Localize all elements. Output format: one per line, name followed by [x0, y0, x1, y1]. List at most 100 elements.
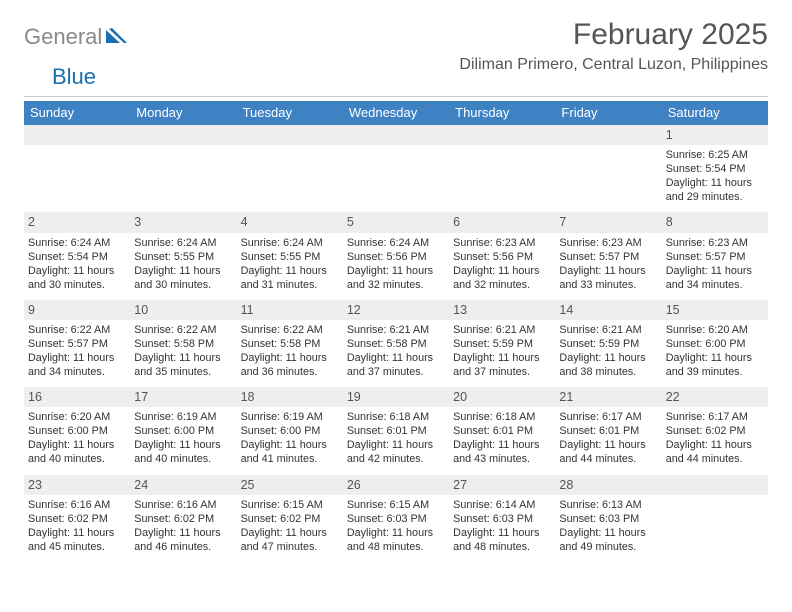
calendar-day: 18Sunrise: 6:19 AMSunset: 6:00 PMDayligh…: [237, 387, 343, 474]
daylight-text: Daylight: 11 hours and 40 minutes.: [134, 438, 232, 466]
daylight-text: Daylight: 11 hours and 47 minutes.: [241, 526, 339, 554]
sunrise-text: Sunrise: 6:23 AM: [559, 236, 657, 250]
sunrise-text: Sunrise: 6:14 AM: [453, 498, 551, 512]
sunset-text: Sunset: 6:02 PM: [666, 424, 764, 438]
sunrise-text: Sunrise: 6:19 AM: [241, 410, 339, 424]
sunrise-text: Sunrise: 6:13 AM: [559, 498, 657, 512]
title-block: February 2025 Diliman Primero, Central L…: [459, 18, 768, 74]
sunset-text: Sunset: 5:58 PM: [241, 337, 339, 351]
daylight-text: Daylight: 11 hours and 35 minutes.: [134, 351, 232, 379]
logo-text-gray: General: [24, 24, 102, 50]
sunset-text: Sunset: 6:01 PM: [347, 424, 445, 438]
day-number: [555, 125, 661, 145]
day-number: 18: [237, 387, 343, 407]
daylight-text: Daylight: 11 hours and 34 minutes.: [666, 264, 764, 292]
calendar-day: 26Sunrise: 6:15 AMSunset: 6:03 PMDayligh…: [343, 475, 449, 562]
calendar-day: 6Sunrise: 6:23 AMSunset: 5:56 PMDaylight…: [449, 212, 555, 299]
sunset-text: Sunset: 6:03 PM: [559, 512, 657, 526]
sunset-text: Sunset: 5:57 PM: [28, 337, 126, 351]
daylight-text: Daylight: 11 hours and 49 minutes.: [559, 526, 657, 554]
logo: General: [24, 18, 130, 50]
calendar-day: 16Sunrise: 6:20 AMSunset: 6:00 PMDayligh…: [24, 387, 130, 474]
day-number: 25: [237, 475, 343, 495]
day-number: [24, 125, 130, 145]
day-number: 22: [662, 387, 768, 407]
calendar-day: 8Sunrise: 6:23 AMSunset: 5:57 PMDaylight…: [662, 212, 768, 299]
daylight-text: Daylight: 11 hours and 36 minutes.: [241, 351, 339, 379]
day-number: 4: [237, 212, 343, 232]
daylight-text: Daylight: 11 hours and 33 minutes.: [559, 264, 657, 292]
day-number: 10: [130, 300, 236, 320]
calendar-day: 11Sunrise: 6:22 AMSunset: 5:58 PMDayligh…: [237, 300, 343, 387]
calendar-day: 2Sunrise: 6:24 AMSunset: 5:54 PMDaylight…: [24, 212, 130, 299]
calendar-day: 5Sunrise: 6:24 AMSunset: 5:56 PMDaylight…: [343, 212, 449, 299]
day-number: 5: [343, 212, 449, 232]
location-subtitle: Diliman Primero, Central Luzon, Philippi…: [459, 56, 768, 74]
sunset-text: Sunset: 5:59 PM: [559, 337, 657, 351]
calendar-day-empty: [555, 125, 661, 212]
daylight-text: Daylight: 11 hours and 32 minutes.: [453, 264, 551, 292]
sunrise-text: Sunrise: 6:21 AM: [559, 323, 657, 337]
calendar-day: 22Sunrise: 6:17 AMSunset: 6:02 PMDayligh…: [662, 387, 768, 474]
calendar-day: 7Sunrise: 6:23 AMSunset: 5:57 PMDaylight…: [555, 212, 661, 299]
sunrise-text: Sunrise: 6:22 AM: [241, 323, 339, 337]
sunrise-text: Sunrise: 6:23 AM: [666, 236, 764, 250]
calendar-week: 23Sunrise: 6:16 AMSunset: 6:02 PMDayligh…: [24, 475, 768, 562]
daylight-text: Daylight: 11 hours and 44 minutes.: [666, 438, 764, 466]
sunset-text: Sunset: 5:59 PM: [453, 337, 551, 351]
day-number: 12: [343, 300, 449, 320]
weekday-header: Friday: [555, 101, 661, 125]
page-title: February 2025: [459, 18, 768, 52]
day-number: 2: [24, 212, 130, 232]
calendar-day: 20Sunrise: 6:18 AMSunset: 6:01 PMDayligh…: [449, 387, 555, 474]
sunrise-text: Sunrise: 6:15 AM: [347, 498, 445, 512]
daylight-text: Daylight: 11 hours and 31 minutes.: [241, 264, 339, 292]
sunset-text: Sunset: 6:02 PM: [134, 512, 232, 526]
calendar-day-empty: [24, 125, 130, 212]
sunrise-text: Sunrise: 6:20 AM: [28, 410, 126, 424]
day-number: 17: [130, 387, 236, 407]
sunrise-text: Sunrise: 6:24 AM: [347, 236, 445, 250]
day-number: 13: [449, 300, 555, 320]
daylight-text: Daylight: 11 hours and 37 minutes.: [453, 351, 551, 379]
sunset-text: Sunset: 5:55 PM: [134, 250, 232, 264]
calendar-day-empty: [662, 475, 768, 562]
daylight-text: Daylight: 11 hours and 42 minutes.: [347, 438, 445, 466]
calendar-day: 27Sunrise: 6:14 AMSunset: 6:03 PMDayligh…: [449, 475, 555, 562]
calendar-day: 28Sunrise: 6:13 AMSunset: 6:03 PMDayligh…: [555, 475, 661, 562]
calendar-day: 10Sunrise: 6:22 AMSunset: 5:58 PMDayligh…: [130, 300, 236, 387]
sunset-text: Sunset: 6:01 PM: [453, 424, 551, 438]
day-number: [237, 125, 343, 145]
day-number: 9: [24, 300, 130, 320]
day-number: 16: [24, 387, 130, 407]
sunrise-text: Sunrise: 6:16 AM: [28, 498, 126, 512]
sunrise-text: Sunrise: 6:15 AM: [241, 498, 339, 512]
calendar-day-empty: [343, 125, 449, 212]
calendar-day: 12Sunrise: 6:21 AMSunset: 5:58 PMDayligh…: [343, 300, 449, 387]
logo-triangle-icon: [106, 27, 128, 48]
daylight-text: Daylight: 11 hours and 44 minutes.: [559, 438, 657, 466]
calendar-week: 16Sunrise: 6:20 AMSunset: 6:00 PMDayligh…: [24, 387, 768, 474]
sunrise-text: Sunrise: 6:21 AM: [347, 323, 445, 337]
daylight-text: Daylight: 11 hours and 40 minutes.: [28, 438, 126, 466]
day-number: [662, 475, 768, 495]
daylight-text: Daylight: 11 hours and 29 minutes.: [666, 176, 764, 204]
sunset-text: Sunset: 6:03 PM: [347, 512, 445, 526]
calendar-day: 4Sunrise: 6:24 AMSunset: 5:55 PMDaylight…: [237, 212, 343, 299]
day-number: 20: [449, 387, 555, 407]
sunrise-text: Sunrise: 6:19 AM: [134, 410, 232, 424]
sunrise-text: Sunrise: 6:23 AM: [453, 236, 551, 250]
day-number: 19: [343, 387, 449, 407]
sunset-text: Sunset: 5:58 PM: [134, 337, 232, 351]
calendar-day: 23Sunrise: 6:16 AMSunset: 6:02 PMDayligh…: [24, 475, 130, 562]
sunset-text: Sunset: 5:57 PM: [666, 250, 764, 264]
sunrise-text: Sunrise: 6:16 AM: [134, 498, 232, 512]
day-number: [343, 125, 449, 145]
weekday-header: Wednesday: [343, 101, 449, 125]
sunset-text: Sunset: 5:54 PM: [28, 250, 126, 264]
sunset-text: Sunset: 6:02 PM: [241, 512, 339, 526]
sunset-text: Sunset: 5:56 PM: [347, 250, 445, 264]
sunrise-text: Sunrise: 6:17 AM: [559, 410, 657, 424]
day-number: 24: [130, 475, 236, 495]
sunrise-text: Sunrise: 6:20 AM: [666, 323, 764, 337]
